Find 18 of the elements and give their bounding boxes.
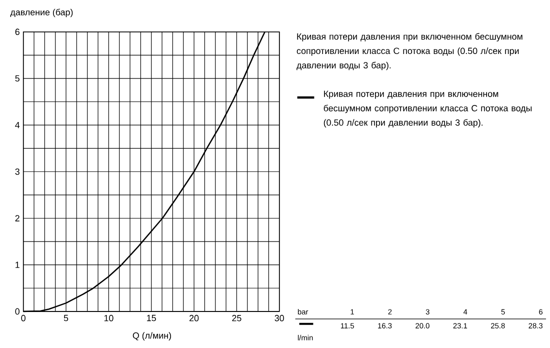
x-tick-label: 0: [21, 314, 26, 322]
y-tick-label: 3: [15, 168, 20, 175]
y-tick-label: 2: [15, 214, 20, 222]
y-axis-title: давление (бар): [10, 8, 73, 18]
text: Кривая потери давления при включенном бесшумном сопротивлении класса С потока воды (0.50 л/сек при давлении воды 3 бар).: [296, 32, 522, 70]
x-tick-label: 20: [190, 314, 199, 322]
y-tick-label: 6: [15, 28, 20, 35]
x-tick-label: 5: [64, 314, 68, 322]
y-tick-label: 4: [15, 122, 20, 128]
x-tick-label: 30: [274, 314, 284, 322]
x-axis-title: Q (л/мин): [132, 332, 171, 340]
y-tick-label: 1: [16, 262, 20, 268]
y-tick-label: 5: [15, 75, 20, 82]
legend-label: Кривая потери давления при включенном бесшумном сопротивлении класса С потока воды (0.50 л/сек при давлении воды 3 бар).: [324, 90, 532, 128]
x-tick-label: 25: [232, 314, 242, 322]
y-tick-label: 0: [15, 308, 20, 314]
x-tick-label: 10: [104, 314, 114, 322]
x-tick-label: 15: [147, 314, 156, 322]
